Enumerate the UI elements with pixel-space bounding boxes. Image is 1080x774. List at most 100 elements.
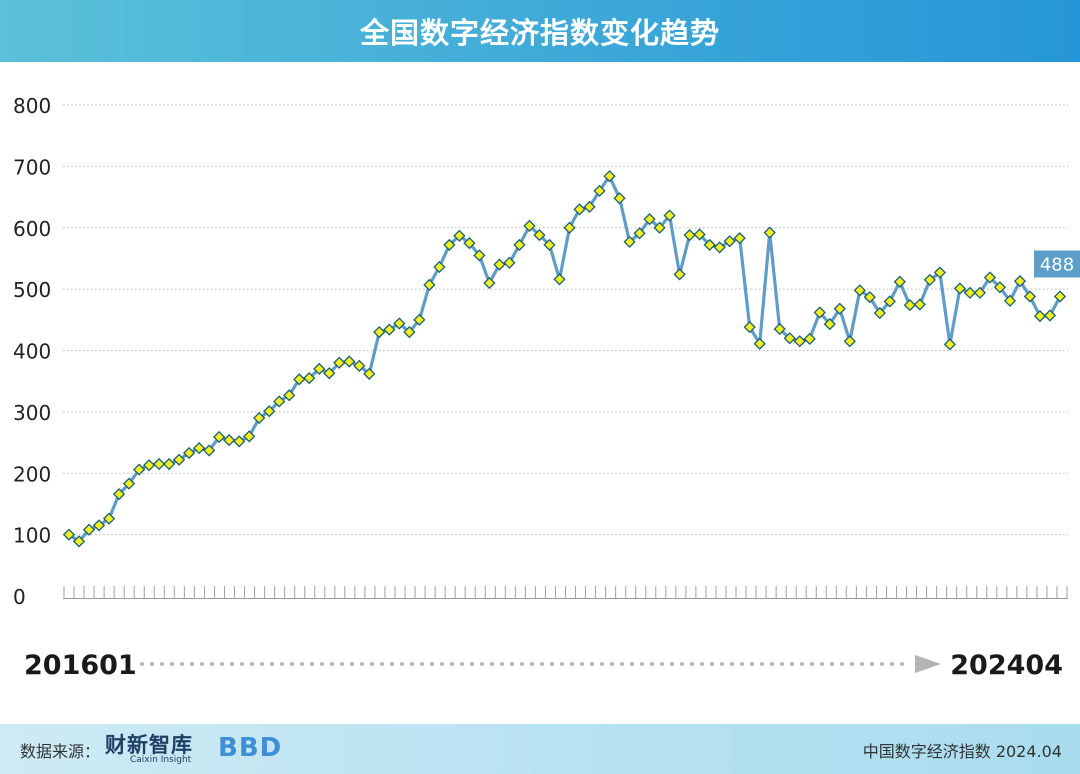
data-point xyxy=(132,463,146,476)
caixin-logo-en: Caixin Insight xyxy=(130,755,192,765)
data-point xyxy=(883,295,896,308)
data-point xyxy=(753,337,766,350)
y-tick-label: 100 xyxy=(13,524,51,548)
data-point xyxy=(293,373,306,386)
timeline-dot xyxy=(540,662,544,666)
value-badge-bg xyxy=(1034,250,1080,278)
data-point xyxy=(743,321,756,334)
x-end-label: 202404 xyxy=(950,650,1063,681)
data-point xyxy=(593,184,606,198)
footer-caption: 中国数字经济指数 2024.04 xyxy=(862,742,1062,761)
data-point xyxy=(523,219,536,233)
gridlines xyxy=(63,104,1068,536)
timeline-dot xyxy=(350,662,354,666)
timeline-dot xyxy=(470,662,474,666)
data-point xyxy=(503,256,516,269)
timeline-dot xyxy=(520,662,524,666)
data-point xyxy=(943,338,957,351)
data-point xyxy=(493,258,506,271)
data-point xyxy=(112,487,126,501)
timeline-dot xyxy=(890,662,894,666)
data-point xyxy=(1053,290,1067,303)
y-axis: 0 100 200 300 400 500 600 700 800 xyxy=(13,94,51,609)
data-point xyxy=(393,317,406,330)
data-point xyxy=(653,221,666,234)
timeline-dot xyxy=(420,662,424,666)
timeline-dot xyxy=(740,662,744,666)
timeline-dot xyxy=(710,662,714,666)
data-point xyxy=(223,433,236,447)
y-tick-label: 0 xyxy=(13,585,26,609)
timeline-dot xyxy=(190,662,194,666)
data-point xyxy=(62,528,76,541)
data-point xyxy=(203,444,216,457)
data-point xyxy=(383,323,396,336)
timeline-dot xyxy=(550,662,554,666)
data-point xyxy=(643,213,656,226)
data-point xyxy=(853,284,866,297)
data-point xyxy=(263,405,276,418)
data-point xyxy=(953,282,967,295)
data-point xyxy=(122,477,136,490)
timeline-dot xyxy=(240,662,244,666)
data-point xyxy=(833,302,846,315)
timeline-dot xyxy=(270,662,274,666)
data-point xyxy=(563,221,576,234)
x-start-label: 201601 xyxy=(24,650,137,681)
data-point xyxy=(803,332,816,345)
data-point xyxy=(1043,309,1057,322)
timeline-dot xyxy=(770,662,774,666)
timeline-dot xyxy=(840,662,844,666)
y-tick-label: 200 xyxy=(13,462,51,486)
data-point xyxy=(443,238,456,252)
bbd-logo: BBD xyxy=(218,733,283,763)
data-point xyxy=(193,441,206,455)
timeline-dot xyxy=(610,662,614,666)
data-point xyxy=(313,362,326,376)
timeline-dot xyxy=(870,662,874,666)
data-point xyxy=(102,512,116,525)
timeline-dot xyxy=(600,662,604,666)
y-tick-label: 700 xyxy=(13,155,51,179)
data-point xyxy=(723,235,736,248)
chart-title: 全国数字经济指数变化趋势 xyxy=(359,16,720,50)
data-point xyxy=(72,535,86,548)
timeline-dot xyxy=(170,662,174,666)
data-point xyxy=(663,209,676,222)
data-point xyxy=(923,273,936,287)
timeline-dot xyxy=(560,662,564,666)
data-point xyxy=(913,298,926,311)
data-point xyxy=(893,275,906,288)
timeline-dot xyxy=(230,662,234,666)
timeline-dot xyxy=(360,662,364,666)
data-point xyxy=(863,290,876,304)
data-point xyxy=(603,170,616,183)
timeline-dot xyxy=(800,662,804,666)
data-point xyxy=(633,227,646,240)
data-point xyxy=(303,371,316,385)
data-point xyxy=(253,411,266,425)
data-point xyxy=(243,430,256,443)
data-point xyxy=(323,367,336,380)
timeline-dot xyxy=(500,662,504,666)
timeline-dot xyxy=(210,662,214,666)
data-point xyxy=(733,232,746,245)
timeline-dot xyxy=(850,662,854,666)
data-point xyxy=(713,241,726,254)
data-point xyxy=(773,322,786,336)
timeline-dot xyxy=(320,662,324,666)
data-point xyxy=(403,325,416,339)
source-label: 数据来源： xyxy=(20,742,101,761)
value-badge-text: 488 xyxy=(1040,254,1074,275)
series-line xyxy=(68,174,1062,543)
y-tick-label: 300 xyxy=(13,401,51,425)
data-point xyxy=(152,457,166,471)
timeline-dot xyxy=(460,662,464,666)
timeline-dot xyxy=(510,662,514,666)
timeline-dot xyxy=(780,662,784,666)
data-point xyxy=(983,271,997,284)
data-point xyxy=(823,317,836,331)
timeline-dot xyxy=(160,662,164,666)
data-point xyxy=(993,281,1007,294)
data-point xyxy=(683,228,696,242)
